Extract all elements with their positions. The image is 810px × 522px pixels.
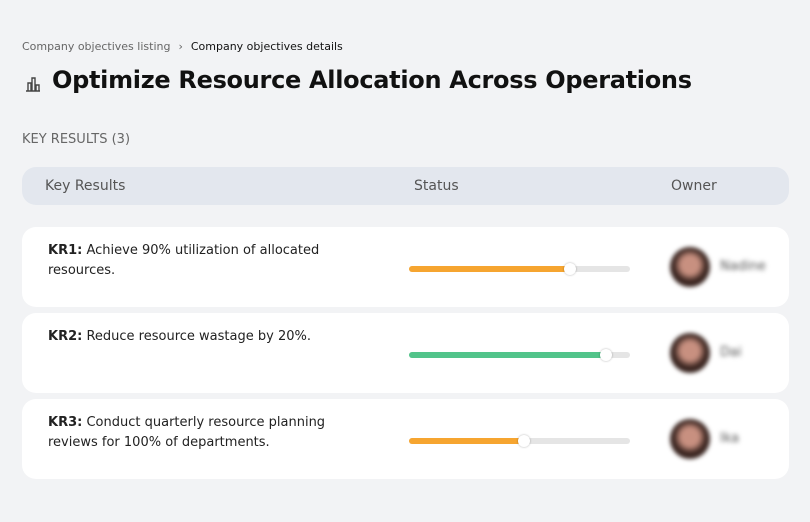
key-result-label: KR3: [48,415,83,430]
owner-avatar [670,247,710,287]
progress-fill [409,352,606,358]
column-header: Key Results [45,178,126,194]
breadcrumb-current: Company objectives details [190,40,343,53]
table-header: Key Results Status Owner [22,167,789,205]
page-title: Optimize Resource Allocation Across Oper… [52,66,692,94]
progress-track [409,435,630,447]
progress-knob [564,263,577,275]
column-header: Owner [671,178,717,194]
key-result-description: Achieve 90% utilization of allocated res… [48,243,320,278]
objective-icon [26,77,40,92]
progress-track [409,263,630,275]
progress-knob [599,349,612,361]
key-result-text: KR1: Achieve 90% utilization of allocate… [48,241,338,281]
column-header: Status [414,178,459,194]
progress-fill [409,438,524,444]
owner-avatar [670,419,710,459]
key-result-row[interactable]: KR3: Conduct quarterly resource planning… [22,399,789,479]
key-result-row[interactable]: KR1: Achieve 90% utilization of allocate… [22,227,789,307]
progress-knob [517,435,530,447]
owner-avatar [670,333,710,373]
owner-name: Ika [720,431,740,446]
key-result-label: KR2: [48,329,83,344]
owner-name: Dai [720,345,742,360]
section-label: KEY RESULTS (3) [22,132,131,147]
key-result-text: KR3: Conduct quarterly resource planning… [48,413,338,453]
breadcrumb-separator: › [178,40,183,53]
progress-fill [409,266,571,272]
key-result-text: KR2: Reduce resource wastage by 20%. [48,327,338,347]
breadcrumb: Company objectives listing › Company objec… [22,40,343,53]
progress-track [409,349,630,361]
key-result-label: KR1: [48,243,83,258]
key-result-description: Conduct quarterly resource planning revi… [48,415,326,450]
key-result-description: Reduce resource wastage by 20%. [86,329,311,344]
breadcrumb-link[interactable]: Company objectives listing [22,40,171,53]
owner-name: Nadine [720,259,766,274]
key-result-row[interactable]: KR2: Reduce resource wastage by 20%. Dai [22,313,789,393]
